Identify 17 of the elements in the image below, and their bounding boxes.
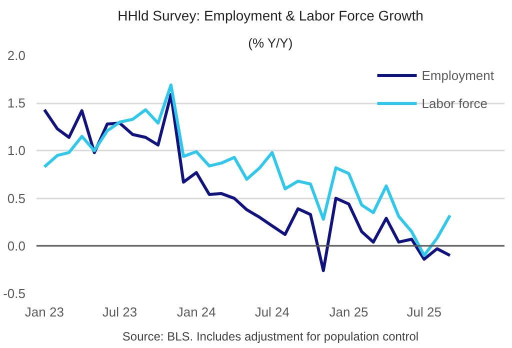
y-tick-label: 0.0 [7, 238, 26, 254]
x-tick-label: Jul 25 [406, 304, 442, 320]
x-tick-label: Jan 25 [329, 304, 368, 320]
y-tick-label: 1.0 [7, 143, 26, 158]
x-tick-label: Jan 23 [24, 304, 64, 320]
legend-label: Employment [422, 68, 494, 82]
x-tick-label: Jan 24 [176, 304, 216, 320]
x-tick-label: Jul 23 [102, 304, 138, 320]
y-tick-label: 0.5 [7, 190, 26, 206]
legend-label: Labor force [422, 96, 488, 110]
chart-title: HHld Survey: Employment & Labor Force Growth [118, 8, 424, 24]
y-tick-label: 2.0 [7, 48, 26, 63]
x-tick-label: Jul 24 [254, 304, 290, 320]
chart-subtitle: (% Y/Y) [248, 36, 293, 50]
y-tick-label: 1.5 [7, 96, 26, 111]
y-tick-label: -0.5 [3, 286, 26, 301]
source-note: Source: BLS. Includes adjustment for population control [122, 330, 419, 344]
